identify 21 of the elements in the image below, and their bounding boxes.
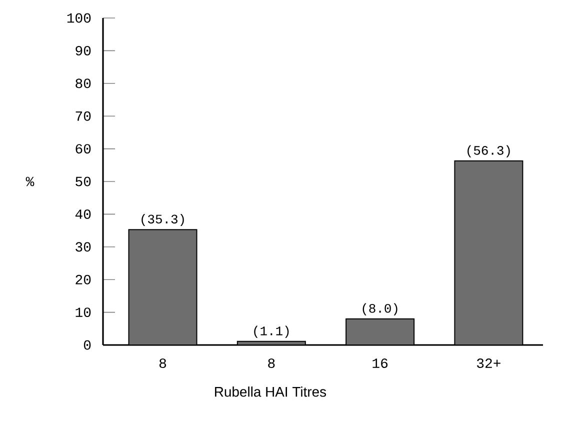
x-tick-label: 32+ [477,358,500,368]
y-tick-label: 40 [75,209,91,219]
y-tick-label: 0 [84,340,91,350]
y-tick-label: 20 [76,274,91,284]
data-label: (35.3) [142,214,184,226]
y-tick-label: 90 [76,46,91,56]
x-tick-label: 16 [372,358,388,368]
x-tick-label: 8 [159,358,166,368]
y-tick-label: 70 [76,111,91,121]
y-tick-label: 50 [76,176,91,186]
y-axis-title: % [26,176,34,186]
data-label: (8.0) [362,303,398,316]
data-label: (56.3) [468,145,510,158]
x-axis-title: Rubella HAI Titres [215,386,326,397]
x-tick-label: 8 [268,358,275,368]
data-label: (1.1) [254,326,289,338]
y-tick-label: 100 [67,13,91,23]
y-tick-label: 60 [76,144,91,154]
y-tick-label: 80 [76,78,91,88]
y-tick-label: 30 [76,242,91,252]
y-tick-label: 10 [76,308,91,318]
